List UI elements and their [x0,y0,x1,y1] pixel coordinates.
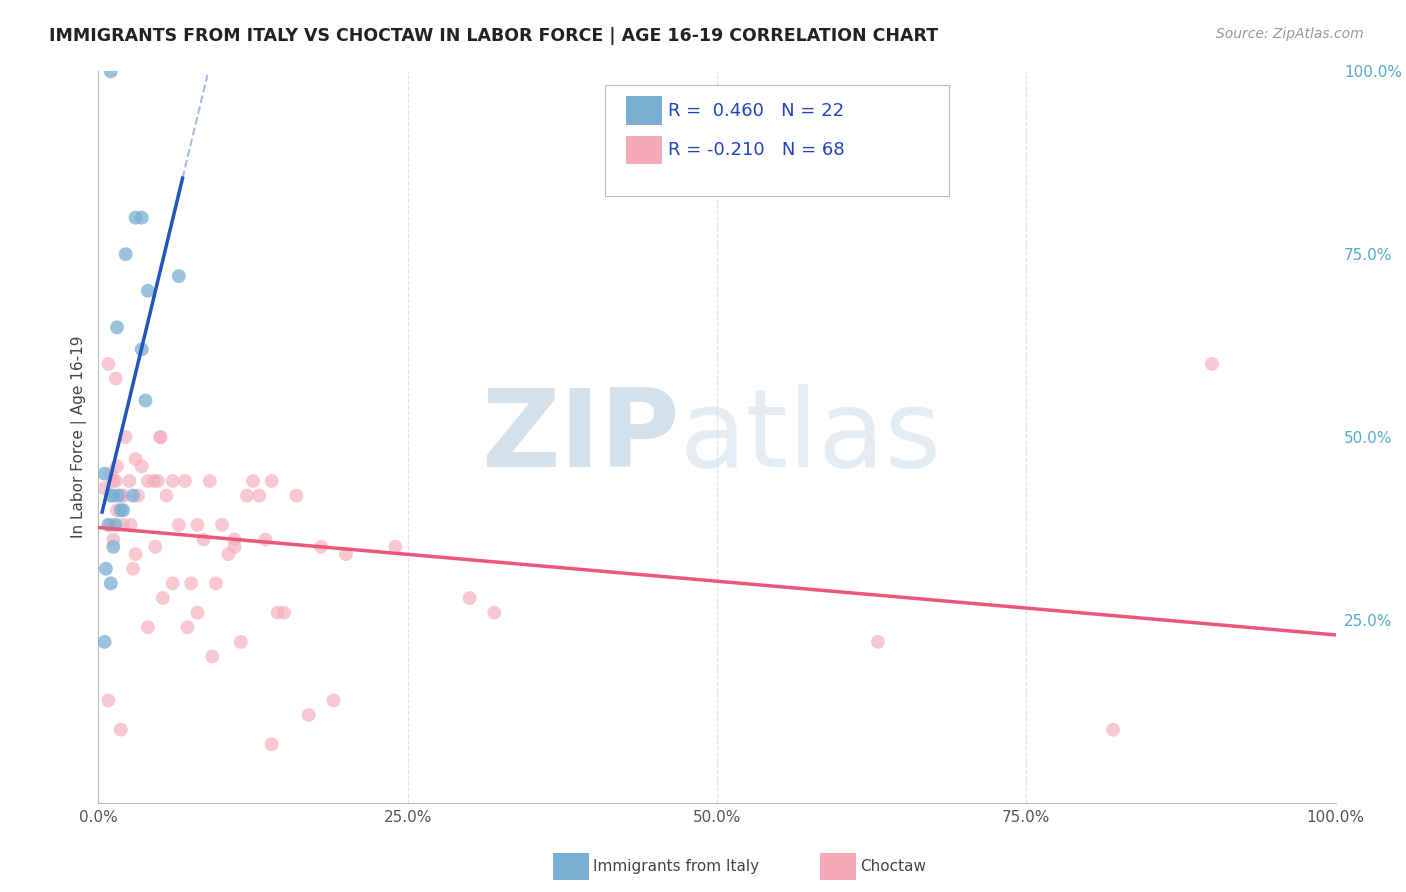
Text: atlas: atlas [681,384,942,490]
Point [105,320,128,334]
Point [114,430,136,444]
Point [110,503,132,517]
Point [104,474,127,488]
Point [112,503,135,517]
Point [127,489,149,503]
Point [136,474,159,488]
Point [97,517,120,532]
Point [217,547,239,561]
Point [155,489,177,503]
Point [97,357,120,371]
Point [97,693,120,707]
Text: R = -0.210   N = 68: R = -0.210 N = 68 [668,141,845,159]
Point [1201,357,1223,371]
Point [110,723,132,737]
Point [122,562,145,576]
Point [458,591,481,605]
Point [105,459,128,474]
Point [100,517,122,532]
Point [112,489,135,503]
Point [152,591,174,605]
Text: IMMIGRANTS FROM ITALY VS CHOCTAW IN LABOR FORCE | AGE 16-19 CORRELATION CHART: IMMIGRANTS FROM ITALY VS CHOCTAW IN LABO… [49,27,938,45]
Point [201,649,224,664]
Point [224,540,246,554]
Point [103,533,125,547]
Point [211,517,233,532]
Point [136,620,159,634]
Point [143,474,166,488]
Point [285,489,308,503]
Text: ZIP: ZIP [481,384,681,490]
Point [124,211,146,225]
Point [260,737,283,751]
Point [94,562,117,576]
Point [120,517,142,532]
Point [1102,723,1125,737]
Text: Immigrants from Italy: Immigrants from Italy [593,859,759,873]
Point [103,540,125,554]
Point [149,430,172,444]
Point [174,474,197,488]
Point [122,489,145,503]
Point [167,517,190,532]
Point [131,343,153,357]
Point [136,284,159,298]
Point [267,606,290,620]
Point [322,693,344,707]
Point [104,371,127,385]
Point [103,489,125,503]
Point [118,474,141,488]
Point [146,474,169,488]
Point [254,533,277,547]
Point [124,547,146,561]
Text: R =  0.460   N = 22: R = 0.460 N = 22 [668,102,844,120]
Point [309,540,332,554]
Point [335,547,357,561]
Point [193,533,215,547]
Point [484,606,506,620]
Point [93,481,115,495]
Point [149,430,172,444]
Point [186,606,208,620]
Point [224,533,246,547]
Point [93,635,115,649]
Point [124,452,146,467]
Point [114,247,136,261]
Point [110,489,132,503]
Point [107,489,129,503]
Point [205,576,228,591]
Point [167,269,190,284]
Point [273,606,295,620]
Point [112,517,135,532]
Text: Choctaw: Choctaw [860,859,927,873]
Point [180,576,202,591]
Point [186,517,208,532]
Point [100,467,122,481]
Point [104,517,127,532]
Point [198,474,221,488]
Point [176,620,198,634]
Point [93,467,115,481]
Point [298,708,321,723]
Point [105,503,128,517]
Text: Source: ZipAtlas.com: Source: ZipAtlas.com [1216,27,1364,41]
Point [131,459,153,474]
Point [131,211,153,225]
Point [247,489,270,503]
Y-axis label: In Labor Force | Age 16-19: In Labor Force | Age 16-19 [72,335,87,539]
Point [103,474,125,488]
Point [162,576,184,591]
Point [100,489,122,503]
Point [260,474,283,488]
Point [162,474,184,488]
Point [236,489,259,503]
Point [100,576,122,591]
Point [866,635,889,649]
Point [100,64,122,78]
Point [229,635,252,649]
Point [242,474,264,488]
Point [384,540,406,554]
Point [143,540,166,554]
Point [134,393,156,408]
